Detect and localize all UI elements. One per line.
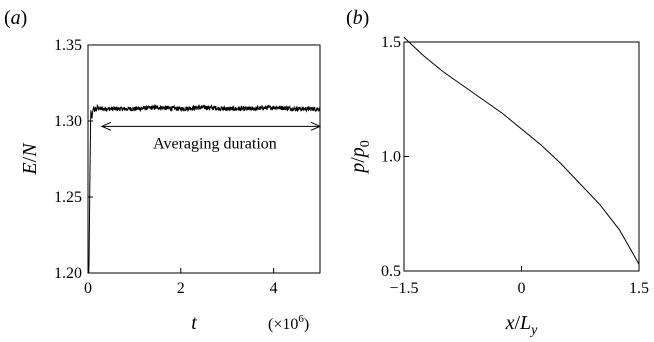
panel-a-y-axis-label: E/N	[19, 142, 41, 176]
panel-a-y-tick-label: 1.25	[54, 189, 82, 206]
panel-a-y-tick-label: 1.35	[54, 37, 82, 54]
panel-a-label: (a)	[4, 7, 27, 29]
arrow-head-left	[100, 121, 112, 131]
panel-b-label: (b)	[346, 7, 369, 29]
panel-b-x-ticks: −1.5 0 1.5	[389, 266, 649, 297]
panel-b-x-tick-label: 1.5	[629, 280, 649, 297]
panel-b: (b) 0.5 1.0 1.5 −1.5 0 1.5 p/p0 x/Ly	[346, 7, 649, 338]
panel-a-y-tick-label: 1.30	[54, 113, 82, 130]
panel-b-pressure-line	[403, 37, 640, 265]
averaging-duration-label: Averaging duration	[153, 135, 277, 152]
panel-b-y-tick-label: 1.5	[381, 34, 401, 51]
panel-b-y-ticks: 0.5 1.0 1.5	[381, 34, 409, 280]
panel-a-x-ticks: 0 2 4	[84, 268, 278, 297]
averaging-duration-arrow	[100, 121, 322, 131]
panel-b-y-axis-label: p/p0	[347, 140, 373, 175]
panel-b-plot-frame	[403, 41, 640, 272]
panel-a: (a) 1.20 1.25 1.30 1.35 0 2 4 Averaging durat…	[4, 7, 322, 334]
panel-a-x-multiplier: (×106)	[268, 313, 309, 333]
panel-a-plot-frame	[87, 44, 321, 274]
panel-b-x-tick-label: −1.5	[389, 280, 418, 297]
panel-a-y-tick-label: 1.20	[54, 265, 82, 282]
panel-a-x-tick-label: 0	[84, 280, 92, 297]
panel-a-x-tick-label: 4	[270, 280, 278, 297]
arrow-head-right	[310, 121, 322, 131]
panel-b-x-axis-label: x/Ly	[505, 312, 539, 338]
panel-a-x-tick-label: 2	[177, 280, 185, 297]
panel-a-x-axis-label: t	[191, 312, 197, 334]
panel-b-y-tick-label: 0.5	[381, 263, 401, 280]
panel-b-x-tick-label: 0	[518, 280, 526, 297]
panel-a-energy-line	[88, 103, 321, 274]
panel-a-y-ticks: 1.20 1.25 1.30 1.35	[54, 37, 93, 282]
panel-b-y-tick-label: 1.0	[381, 149, 401, 166]
